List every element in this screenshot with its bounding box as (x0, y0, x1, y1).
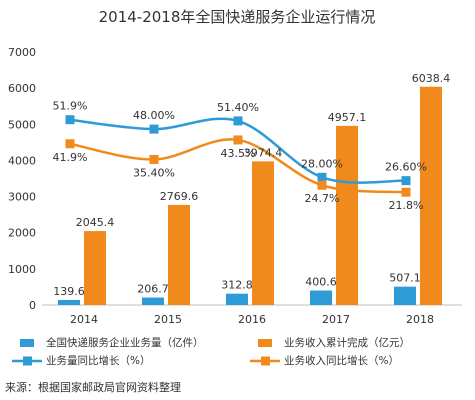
bar-volume (226, 293, 248, 305)
y-tick-label: 2000 (8, 227, 36, 240)
line-data-label: 28.00% (301, 157, 343, 170)
bar-revenue (84, 231, 106, 305)
x-tick-label: 2017 (322, 313, 350, 326)
line-data-label: 24.7% (305, 192, 340, 205)
line-marker (317, 172, 327, 182)
x-tick-label: 2015 (154, 313, 182, 326)
bar-data-label: 4957.1 (328, 111, 367, 124)
legend-marker (23, 356, 32, 366)
line-marker (401, 187, 411, 197)
y-tick-label: 5000 (8, 118, 36, 131)
line-marker (65, 139, 75, 149)
line-marker (401, 176, 411, 186)
y-tick-label: 0 (29, 299, 36, 312)
line-data-label: 48.00% (133, 109, 175, 122)
y-tick-label: 4000 (8, 154, 36, 167)
bar-revenue (420, 86, 442, 305)
line-data-label: 51.40% (217, 101, 259, 114)
bar-data-label: 139.6 (53, 285, 85, 298)
bar-data-label: 312.8 (221, 279, 253, 292)
bar-revenue (168, 204, 190, 305)
legend-marker (261, 356, 270, 366)
bar-revenue (336, 125, 358, 305)
line-data-label: 26.60% (385, 161, 427, 174)
bar-volume (394, 286, 416, 305)
line-data-label: 21.8% (389, 199, 424, 212)
bar-data-label: 507.1 (389, 272, 421, 285)
legend-label: 业务量同比增长（%） (46, 354, 150, 367)
line-marker (233, 116, 243, 126)
bar-data-label: 3974.4 (244, 146, 283, 159)
y-tick-label: 7000 (8, 46, 36, 59)
bar-data-label: 206.7 (137, 283, 169, 296)
line-data-label: 41.9% (53, 151, 88, 164)
line-data-label: 35.40% (133, 166, 175, 179)
line-marker (149, 154, 159, 164)
source-note: 来源：根据国家邮政局官网资料整理 (5, 380, 181, 394)
line-data-label: 43.5% (221, 147, 256, 160)
x-tick-label: 2016 (238, 313, 266, 326)
bar-volume (58, 299, 80, 305)
legend-label: 全国快递服务企业业务量（亿件） (46, 336, 204, 349)
line-marker (233, 135, 243, 145)
x-tick-label: 2018 (406, 313, 434, 326)
bar-revenue (252, 161, 274, 305)
legend-label: 业务收入同比增长（%） (284, 354, 399, 367)
bar-volume (142, 297, 164, 305)
y-tick-label: 6000 (8, 82, 36, 95)
bar-data-label: 400.6 (305, 276, 337, 289)
legend-label: 业务收入累计完成（亿元） (284, 336, 410, 349)
y-tick-label: 3000 (8, 191, 36, 204)
line-marker (65, 115, 75, 125)
bar-data-label: 2769.6 (160, 190, 199, 203)
line-data-label: 51.9% (53, 100, 88, 113)
legend-swatch (258, 339, 272, 347)
bar-data-label: 2045.4 (76, 216, 115, 229)
x-tick-label: 2014 (70, 313, 98, 326)
bar-volume (310, 290, 332, 305)
bar-data-label: 6038.4 (412, 72, 451, 85)
y-tick-label: 1000 (8, 263, 36, 276)
line-marker (149, 124, 159, 134)
line-marker (317, 180, 327, 190)
legend-swatch (20, 339, 34, 347)
chart-title: 2014-2018年全国快递服务企业运行情况 (99, 8, 376, 26)
